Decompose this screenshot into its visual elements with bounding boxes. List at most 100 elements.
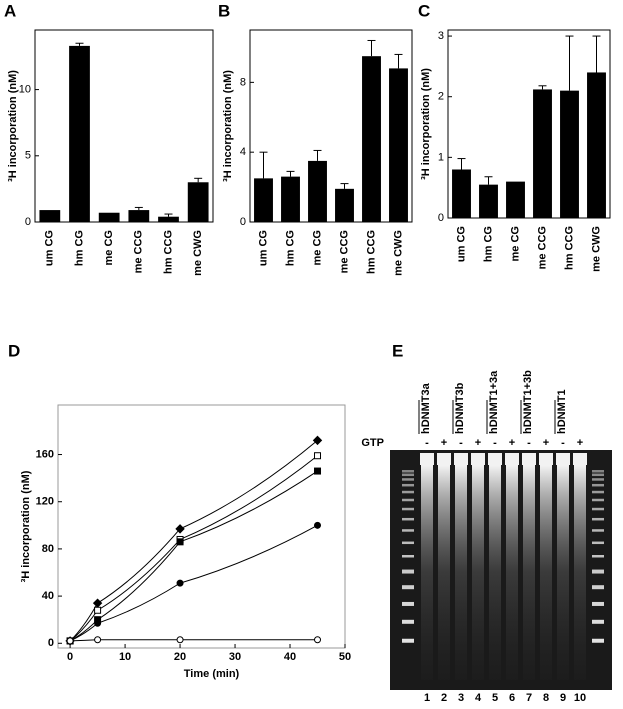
ladder-band	[402, 638, 414, 643]
marker	[314, 521, 322, 529]
y-axis-label: ³H incorporation (nM)	[20, 470, 32, 582]
bar	[69, 45, 90, 223]
lane-smear	[557, 465, 569, 680]
y-tick-label: 80	[42, 543, 54, 555]
gtp-state: +	[577, 437, 583, 449]
lane-number: 5	[492, 692, 498, 704]
marker	[94, 636, 102, 644]
marker	[175, 524, 185, 534]
y-tick-label: 160	[36, 448, 54, 460]
marker	[176, 538, 184, 546]
lane-label: hDNMT1+3a	[488, 370, 500, 434]
x-tick-label: hm CG	[73, 230, 85, 266]
lane-number: 9	[560, 692, 566, 704]
x-tick-label: hm CG	[482, 226, 494, 262]
lane-number: 10	[574, 692, 586, 704]
lane-label: hDNMT3a	[420, 382, 432, 434]
ladder-band	[402, 473, 414, 477]
ladder-band	[592, 555, 604, 558]
marker	[314, 452, 322, 460]
x-tick-label: 0	[67, 651, 73, 663]
lane-number: 3	[458, 692, 464, 704]
fit-line	[69, 524, 318, 642]
marker	[92, 598, 103, 608]
gtp-state: +	[441, 437, 447, 449]
x-tick-label: hm CCG	[365, 230, 377, 274]
lane-number: 6	[509, 692, 515, 704]
fit-line	[69, 455, 318, 642]
y-tick-label: 120	[36, 496, 54, 508]
bar	[39, 210, 61, 222]
bar	[533, 89, 552, 219]
panel-label: C	[418, 1, 430, 20]
x-tick-label: me CCG	[536, 226, 548, 269]
well-band	[420, 453, 434, 465]
lane-smear	[438, 465, 450, 680]
gtp-state: +	[509, 437, 515, 449]
gtp-state: -	[459, 437, 463, 449]
ladder-band	[402, 569, 414, 574]
bar	[308, 160, 327, 222]
ladder-band	[402, 517, 414, 521]
marker	[66, 637, 74, 645]
lane-label: hDNMT1+3b	[522, 370, 534, 434]
bar	[98, 212, 120, 222]
y-tick-label: 0	[48, 637, 54, 649]
x-tick-label: me CG	[311, 230, 323, 265]
lane-number: 7	[526, 692, 532, 704]
lane-smear	[574, 465, 586, 680]
marker	[94, 606, 102, 614]
x-tick-label: me CWG	[590, 226, 602, 272]
plot-frame	[57, 404, 346, 649]
lane-number: 4	[475, 692, 482, 704]
y-tick-label: 1	[438, 151, 444, 163]
gtp-state: +	[475, 437, 481, 449]
panel-label: A	[4, 1, 16, 20]
marker	[312, 435, 323, 446]
bar	[254, 178, 273, 222]
lane-number: 2	[441, 692, 447, 704]
x-tick-label: me CWG	[392, 230, 404, 276]
well-band	[505, 453, 519, 465]
y-axis-label: ³H incorporation (nM)	[7, 70, 19, 182]
ladder-band	[402, 541, 414, 545]
bar	[479, 184, 498, 218]
ladder-band	[592, 507, 604, 511]
well-band	[573, 453, 587, 465]
lane-smear	[472, 465, 484, 680]
bar	[389, 68, 408, 223]
x-tick-label: 10	[119, 651, 131, 663]
bar	[335, 188, 354, 222]
lane-smear	[489, 465, 501, 680]
y-tick-label: 0	[25, 216, 31, 228]
ladder-band	[592, 585, 604, 590]
x-tick-label: um CG	[44, 230, 56, 266]
bar	[128, 210, 150, 222]
lane-smear	[523, 465, 535, 680]
ladder-band	[402, 601, 414, 606]
lane-smear	[455, 465, 467, 680]
lane-smear	[421, 465, 433, 680]
ladder-band	[592, 470, 604, 473]
well-band	[522, 453, 536, 465]
panel-label: E	[392, 341, 403, 360]
well-band	[539, 453, 553, 465]
x-tick-label: um CG	[257, 230, 269, 266]
y-axis-label: ³H incorporation (nM)	[222, 70, 234, 182]
ladder-band	[402, 498, 414, 502]
ladder-band	[402, 470, 414, 473]
lane-smear	[506, 465, 518, 680]
x-tick-label: me CCG	[133, 230, 145, 273]
plot-frame	[447, 29, 611, 219]
lane-smear	[540, 465, 552, 680]
marker	[176, 579, 184, 587]
lane-label: hDNMT1	[556, 389, 568, 434]
x-tick-label: 40	[284, 651, 296, 663]
gtp-state: -	[493, 437, 497, 449]
well-band	[454, 453, 468, 465]
x-tick-label: me CWG	[192, 230, 204, 276]
ladder-band	[402, 483, 414, 487]
fit-line	[70, 639, 318, 642]
well-band	[488, 453, 502, 465]
marker	[314, 467, 322, 475]
